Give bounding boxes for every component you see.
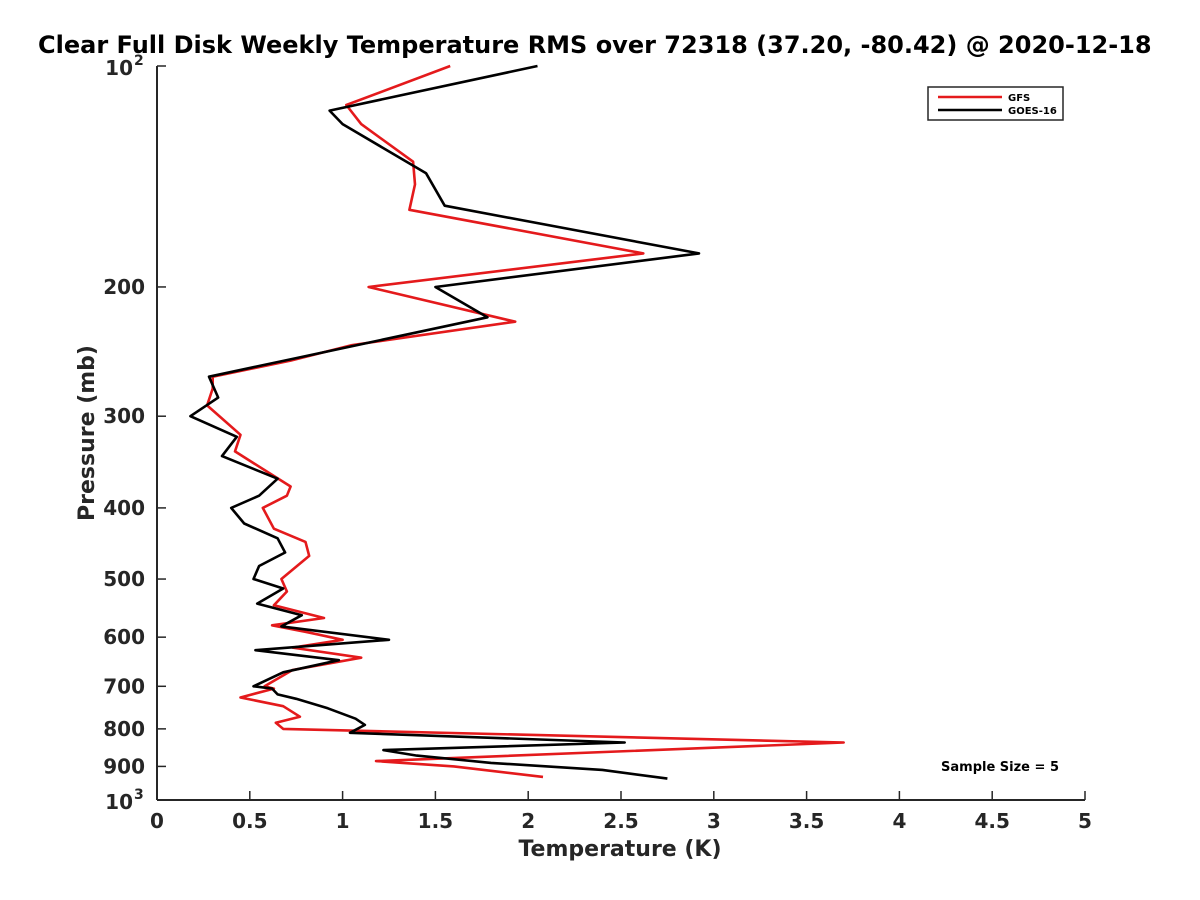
x-tick-group: 0 0.5 1 1.5 2 2.5 3 3.5 4 4.5 5 — [150, 791, 1092, 833]
x-tick-label: 4.5 — [974, 809, 1009, 833]
y-tick-label: 900 — [103, 754, 145, 778]
sample-size-annotation: Sample Size = 5 — [941, 760, 1059, 775]
legend-label: GFS — [1008, 93, 1030, 104]
y-tick-label-base: 10 — [105, 790, 133, 814]
x-axis-label: Temperature (K) — [518, 837, 721, 862]
y-axis-label: Pressure (mb) — [75, 345, 100, 521]
x-tick-label: 1 — [336, 809, 350, 833]
x-tick-label: 1.5 — [418, 809, 453, 833]
x-tick-label: 4 — [892, 809, 906, 833]
y-tick-label-exponent: 2 — [134, 53, 144, 69]
y-tick-label: 800 — [103, 717, 145, 741]
x-tick-label: 3.5 — [789, 809, 824, 833]
x-tick-label: 0.5 — [232, 809, 267, 833]
y-tick-label-base: 10 — [105, 56, 133, 80]
series-line-goes-16 — [189, 64, 701, 780]
chart-title: Clear Full Disk Weekly Temperature RMS o… — [38, 31, 1152, 59]
y-tick-label: 600 — [103, 625, 145, 649]
y-tick-label: 300 — [103, 404, 145, 428]
y-tick-label: 700 — [103, 674, 145, 698]
y-tick-label: 200 — [103, 275, 145, 299]
legend-label: GOES-16 — [1008, 106, 1057, 117]
x-tick-label: 3 — [707, 809, 721, 833]
x-tick-label: 2 — [521, 809, 535, 833]
y-tick-label: 500 — [103, 567, 145, 591]
legend: GFS GOES-16 — [927, 86, 1064, 121]
x-tick-label: 0 — [150, 809, 164, 833]
plot-layer — [156, 64, 1085, 801]
series-line-gfs — [205, 64, 846, 779]
x-tick-label: 5 — [1078, 809, 1092, 833]
y-tick-label: 400 — [103, 496, 145, 520]
legend-box — [927, 86, 1064, 121]
y-tick-label-exponent: 3 — [134, 787, 144, 803]
x-tick-label: 2.5 — [603, 809, 638, 833]
